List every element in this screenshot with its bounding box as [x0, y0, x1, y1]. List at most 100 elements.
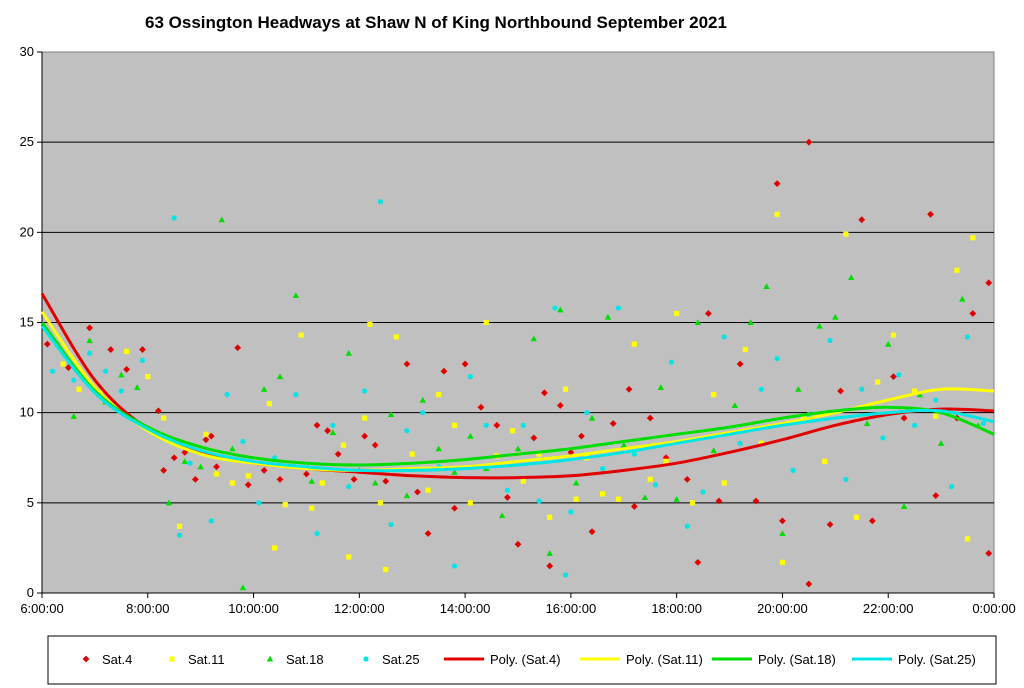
data-point [900, 414, 908, 422]
y-tick-label: 0 [27, 585, 34, 600]
data-point [752, 497, 760, 505]
data-point [176, 523, 183, 529]
data-point [674, 310, 680, 317]
data-point [863, 420, 871, 427]
data-point [124, 348, 130, 354]
data-point [43, 340, 51, 348]
data-point [896, 372, 902, 378]
data-point [711, 392, 717, 398]
trendline-poly-sat-4 [40, 292, 995, 480]
data-point [260, 466, 268, 474]
data-point [568, 509, 574, 515]
data-point [541, 389, 548, 397]
data-point [60, 361, 66, 367]
data-point [556, 402, 564, 409]
data-point [160, 466, 168, 474]
data-point [647, 476, 653, 482]
data-point [387, 411, 395, 418]
data-point [774, 355, 780, 362]
data-point [107, 346, 115, 353]
data-point [969, 310, 977, 317]
data-point [731, 402, 739, 409]
data-point [504, 487, 511, 493]
data-point [256, 500, 262, 506]
data-point [440, 367, 448, 375]
data-point [240, 438, 246, 445]
data-point [859, 386, 865, 392]
series-sat-25 [49, 199, 987, 578]
data-point [86, 337, 93, 344]
data-point [949, 484, 955, 490]
data-point [705, 310, 712, 317]
data-point [467, 432, 474, 439]
data-point [912, 388, 918, 394]
data-point [134, 384, 141, 390]
data-point [758, 440, 764, 446]
data-point [276, 475, 284, 483]
y-tick-label: 15 [20, 315, 34, 330]
data-point [229, 445, 236, 452]
legend-item: Poly. (Sat.11) [580, 652, 703, 667]
data-point [827, 337, 833, 344]
data-point [234, 344, 242, 352]
data-point [218, 216, 226, 223]
data-point [694, 558, 702, 566]
data-point [584, 410, 590, 416]
data-point [875, 379, 881, 385]
y-tick-label: 30 [20, 44, 34, 59]
data-point [689, 500, 696, 506]
data-point [937, 440, 945, 446]
data-point [652, 482, 659, 488]
data-point [303, 470, 310, 478]
data-point [424, 530, 432, 537]
data-point [848, 274, 855, 280]
data-point [244, 481, 252, 489]
data-point [309, 505, 315, 511]
data-point [477, 403, 485, 411]
data-point [371, 441, 379, 449]
data-point [563, 386, 569, 392]
legend: Sat.4 Sat.11 Sat.18 Sat.25 Poly. (Sat.4) Poly… [82, 652, 976, 667]
data-point [70, 413, 77, 419]
data-point [76, 386, 82, 392]
data-point [853, 514, 860, 520]
data-point [964, 334, 971, 340]
data-point [165, 499, 173, 506]
legend-label: Poly. (Sat.25) [898, 652, 976, 667]
data-point [774, 211, 780, 217]
data-point [118, 371, 125, 378]
data-point [530, 434, 538, 442]
data-point [790, 467, 796, 473]
data-point [625, 385, 633, 393]
data-point [572, 479, 580, 486]
data-point [885, 340, 892, 347]
data-point [451, 468, 458, 475]
data-point [260, 386, 268, 392]
data-point [436, 392, 442, 398]
data-point [557, 306, 564, 313]
data-point [779, 530, 786, 537]
data-point [832, 313, 839, 320]
data-point [414, 488, 421, 496]
data-point [959, 295, 966, 302]
legend-label: Poly. (Sat.11) [626, 652, 703, 667]
data-point [657, 384, 664, 390]
data-point [367, 321, 373, 327]
data-point [880, 435, 886, 441]
data-point [826, 521, 834, 528]
data-point [346, 554, 352, 560]
data-point [504, 494, 511, 501]
data-point [514, 445, 522, 452]
data-point [208, 518, 214, 524]
data-point [187, 460, 193, 466]
data-point [71, 377, 77, 383]
x-tick-label: 6:00:00 [20, 601, 63, 616]
legend-marker [169, 656, 175, 662]
data-point [362, 388, 368, 394]
legend-marker [363, 656, 369, 662]
data-point [684, 523, 690, 529]
y-tick-label: 10 [20, 405, 34, 420]
data-point [419, 396, 426, 403]
data-point [292, 292, 300, 299]
data-point [213, 463, 220, 471]
